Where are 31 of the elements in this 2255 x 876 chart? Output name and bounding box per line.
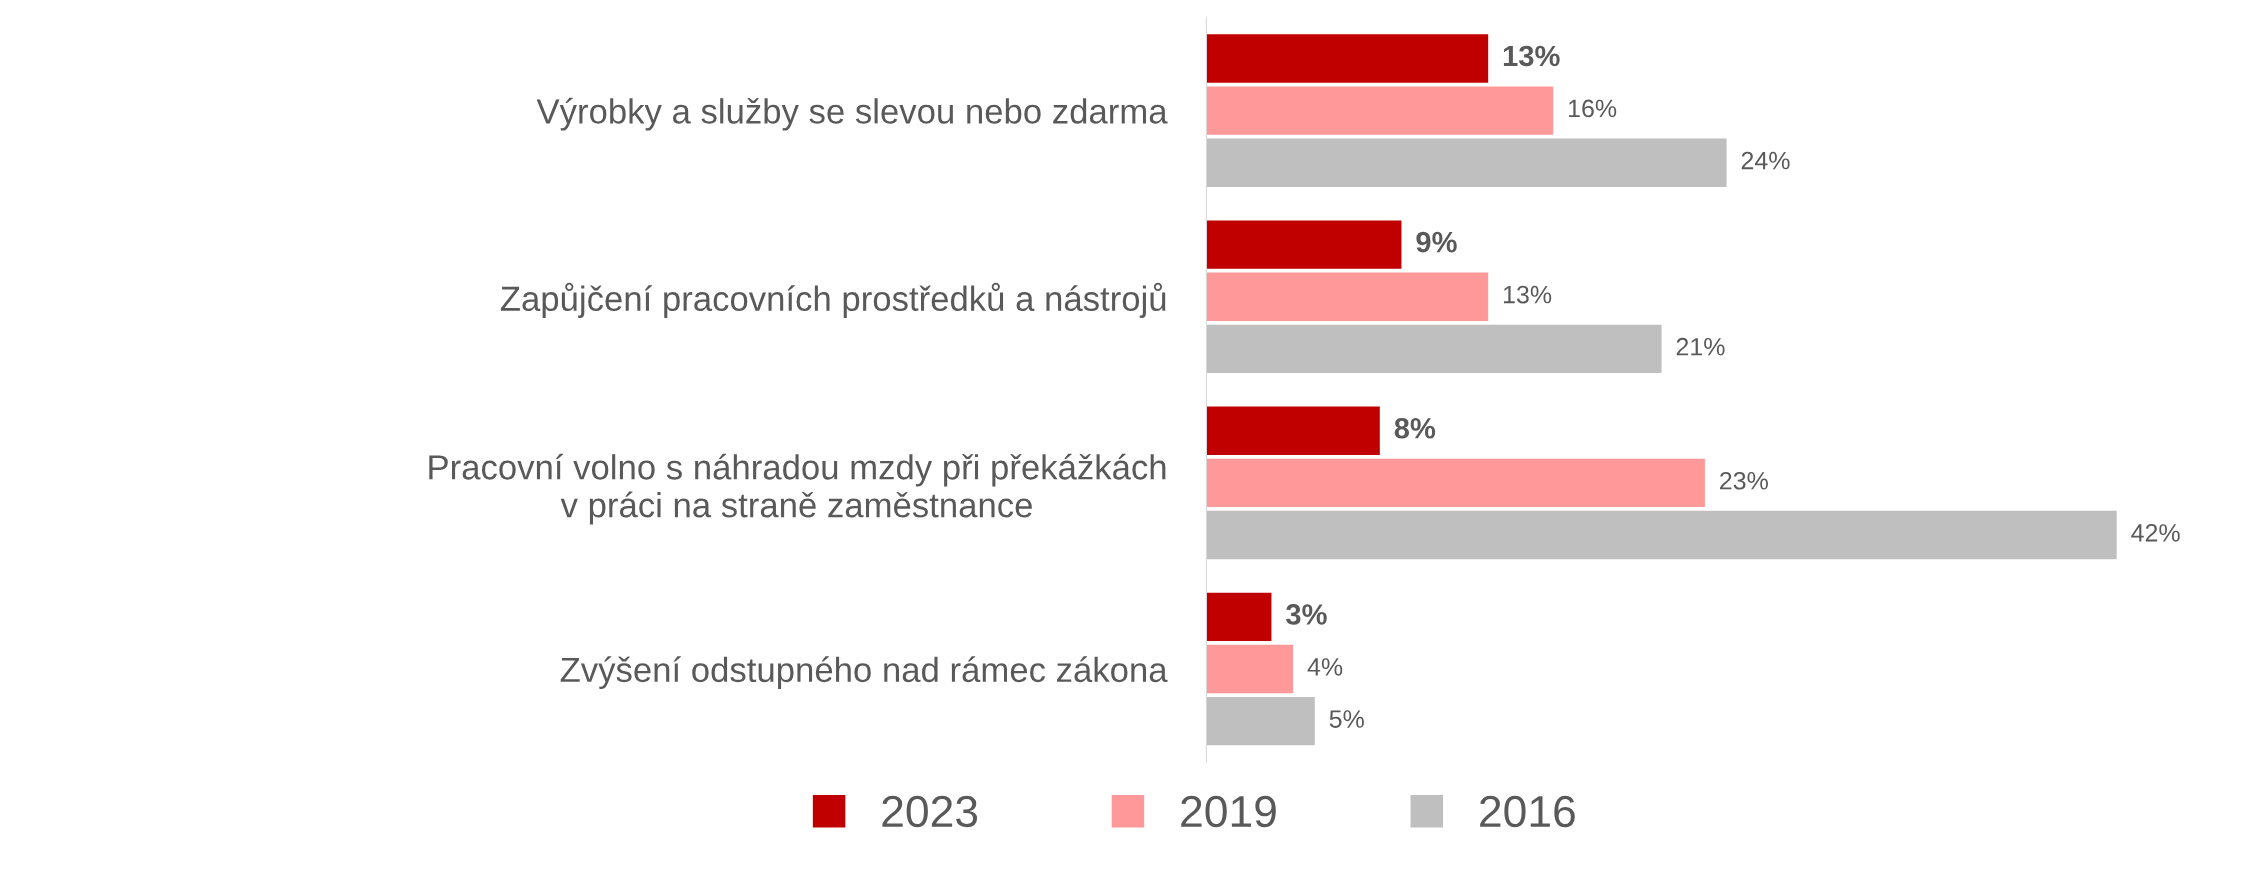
data-label: 9% (1416, 231, 1457, 253)
bar (1206, 272, 1489, 321)
bar (1206, 86, 1554, 135)
data-label: 3% (1286, 604, 1327, 625)
bar (1206, 458, 1705, 508)
y-tick-label: Pracovní volno s náhradou mzdy při překážkách v práci na straně zaměstnance (429, 453, 1166, 525)
data-label: 24% (1741, 151, 1790, 170)
data-label: 8% (1394, 417, 1436, 439)
bar (1206, 696, 1315, 746)
legend-label: 2019 (1181, 795, 1276, 828)
bar (1206, 510, 2117, 560)
bar (1206, 220, 1402, 269)
bar (1206, 406, 1380, 455)
legend-label: 2016 (1480, 795, 1575, 828)
data-label: 13% (1503, 45, 1560, 67)
y-tick-label: Výrobky a služby se slevou nebo zdarma (536, 97, 1168, 131)
y-tick-label: Zvýšení odstupného nad rámec zákona (560, 656, 1168, 690)
data-label: 5% (1329, 710, 1364, 728)
data-label: 13% (1503, 285, 1552, 304)
bar (1206, 644, 1294, 694)
data-label: 42% (2131, 524, 2180, 542)
bar (1206, 592, 1272, 642)
data-label: 16% (1568, 99, 1617, 118)
data-label: 4% (1307, 658, 1343, 676)
bar (1206, 138, 1727, 187)
bar (1206, 34, 1489, 83)
legend-label: 2023 (882, 795, 978, 828)
y-tick-label: Zapůjčení pracovních prostředků a nástrojů (500, 282, 1166, 318)
data-label: 21% (1676, 337, 1725, 356)
bar (1206, 324, 1662, 374)
data-label: 23% (1720, 471, 1768, 490)
